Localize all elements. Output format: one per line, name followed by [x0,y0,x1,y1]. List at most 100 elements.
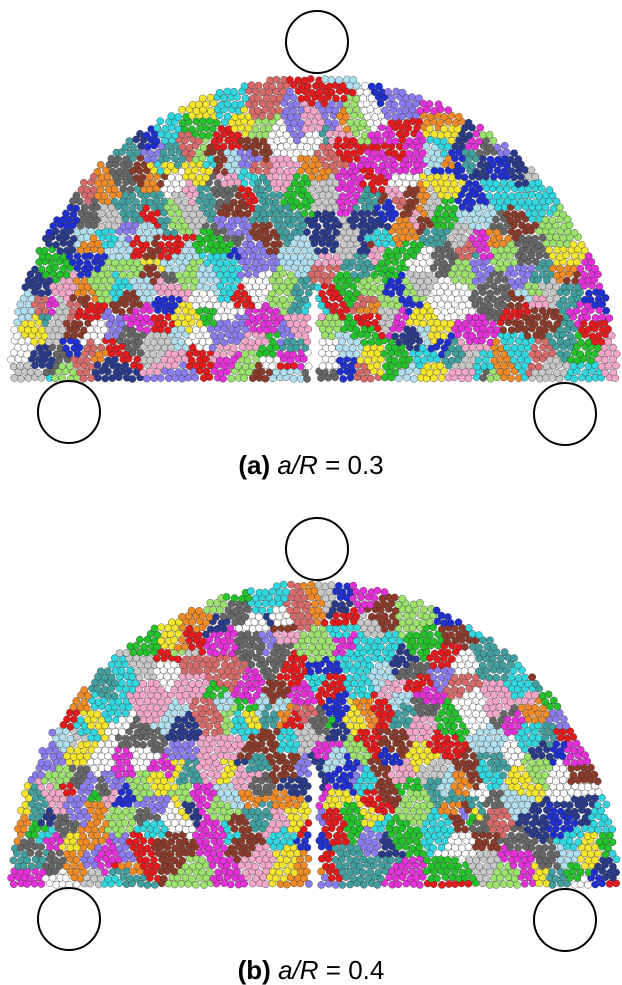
grain [165,241,172,248]
grain [248,82,255,89]
grain [609,839,616,846]
grain [291,180,298,187]
grain [322,259,329,266]
grain [528,191,535,198]
grain [521,253,528,260]
grain [528,265,535,272]
grain [520,265,527,272]
grain [315,89,322,96]
grain [587,296,594,303]
grain [225,126,232,133]
grain [490,223,497,230]
grain [378,778,385,785]
grain [508,278,515,285]
grain [174,161,181,168]
grain [53,241,60,248]
grain [391,357,398,364]
grain [230,199,237,206]
grain [181,838,188,845]
grain [378,308,385,315]
grain [305,363,312,370]
grain [513,869,520,876]
grain [259,345,266,352]
grain [27,368,34,375]
grain [241,83,248,90]
grain [179,106,186,113]
grain [109,168,116,175]
grain [98,283,105,290]
grain [560,234,567,241]
grain [349,345,356,352]
grain [81,204,88,211]
grain [143,783,150,790]
grain [367,795,374,802]
grain [67,301,74,308]
grain [511,211,518,218]
grain [115,772,122,779]
grain [405,174,412,181]
grain [277,784,284,791]
grain [473,168,480,175]
grain [564,808,571,815]
grain [402,796,409,803]
grain [547,851,554,858]
grain [332,796,339,803]
grain [74,795,81,802]
grain [225,137,232,144]
grain [123,338,130,345]
grain [486,832,493,839]
grain [552,875,559,882]
grain [353,326,360,333]
grain [444,204,451,211]
grain [157,314,164,321]
grain [483,282,490,289]
grain [461,284,468,291]
grain [365,875,372,882]
grain [325,119,332,126]
grain [312,193,319,200]
grain [328,76,335,83]
specimen-b [8,581,621,889]
grain [60,796,67,803]
grain [330,369,337,376]
grain [69,765,76,772]
grain [447,248,454,255]
grain [532,199,539,206]
grain [87,252,94,259]
grain [56,765,63,772]
grain [192,327,199,334]
grain [157,241,164,248]
grain [441,802,448,809]
grain [535,241,542,248]
grain [353,229,360,236]
grain [395,339,402,346]
grain [301,777,308,784]
grain [515,181,522,188]
grain [424,217,431,224]
grain [92,838,99,845]
grain [269,868,276,875]
grain [228,375,235,382]
grain [333,265,340,272]
grain [232,790,239,797]
grain [431,192,438,199]
grain [517,173,524,180]
grain [532,222,539,229]
grain [605,338,612,345]
grain [375,869,382,876]
grain [428,863,435,870]
grain [251,863,258,870]
grain [270,95,277,102]
grain [136,832,143,839]
grain [399,89,406,96]
grain [169,272,176,279]
grain [284,278,291,285]
grain [532,258,539,265]
grain [496,308,503,315]
grain [207,94,214,101]
grain [497,260,504,267]
grain [272,199,279,206]
grain [172,833,179,840]
grain [566,320,573,327]
grain [475,838,482,845]
